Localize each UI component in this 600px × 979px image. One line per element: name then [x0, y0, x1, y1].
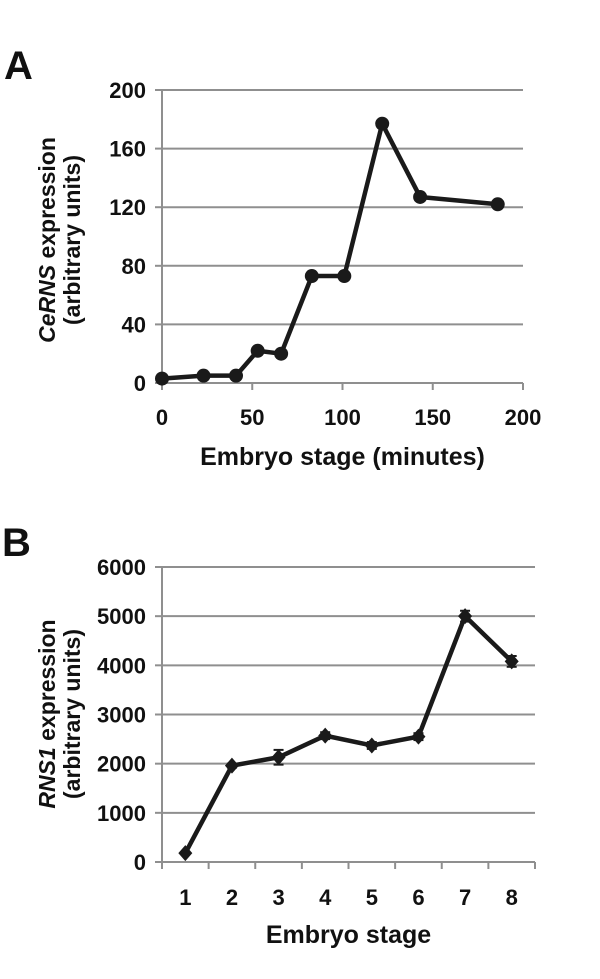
data-point-circle: [337, 269, 352, 284]
data-point-circle: [196, 368, 211, 383]
panel-a-label: A: [4, 44, 33, 88]
data-point-circle: [229, 368, 244, 383]
y-tick-label: 4000: [97, 653, 146, 678]
y-tick-label: 3000: [97, 703, 146, 728]
y-tick-label: 6000: [97, 555, 146, 580]
data-point-circle: [375, 116, 390, 131]
x-tick-label: 2: [226, 885, 238, 910]
x-tick-label: 100: [324, 405, 361, 430]
x-tick-label: 4: [319, 885, 332, 910]
data-point-diamond: [411, 728, 426, 745]
x-tick-label: 150: [414, 405, 451, 430]
x-tick-label: 200: [505, 405, 542, 430]
y-tick-label: 0: [134, 371, 146, 396]
data-point-diamond: [504, 653, 519, 670]
data-line: [183, 612, 514, 855]
y-tick-label: 120: [109, 195, 146, 220]
x-tick-label: 8: [506, 885, 518, 910]
data-point-circle: [155, 371, 169, 386]
x-tick-label: 5: [366, 885, 378, 910]
data-point-circle: [304, 269, 319, 284]
data-point-circle: [413, 189, 428, 204]
data-point-diamond: [271, 749, 286, 766]
data-point-circle: [274, 346, 289, 361]
data-point-diamond: [458, 608, 473, 625]
y-tick-label: 5000: [97, 604, 146, 629]
data-point-circle: [250, 343, 265, 358]
data-point-diamond: [318, 727, 333, 744]
data-point-circle: [490, 197, 505, 212]
y-tick-label: 1000: [97, 801, 146, 826]
panel-a-plot: 0 40 80 120 160 200 0 50 100 150 200: [109, 78, 542, 430]
x-tick-label: 6: [412, 885, 424, 910]
panel-a-x-axis-title: Embryo stage (minutes): [200, 443, 485, 471]
y-tick-label: 0: [134, 850, 146, 875]
x-tick-label: 50: [240, 405, 264, 430]
x-tick-label: 0: [156, 405, 168, 430]
data-line: [161, 117, 498, 381]
panel-b-label: B: [2, 521, 31, 565]
data-point-diamond: [178, 845, 193, 862]
data-point-diamond: [224, 757, 239, 774]
panel-b-x-axis-title: Embryo stage: [265, 921, 432, 949]
x-tick-label: 1: [179, 885, 191, 910]
panel-b-plot: 0 1000 2000 3000 4000 5000 6000 1 2 3 4 5 6 7 8: [97, 555, 536, 910]
y-tick-label: 40: [122, 312, 146, 337]
y-tick-label: 2000: [97, 752, 146, 777]
y-tick-label: 160: [109, 137, 146, 162]
data-point-diamond: [364, 737, 379, 754]
y-tick-label: 80: [122, 254, 146, 279]
y-tick-label: 200: [109, 78, 146, 103]
x-tick-label: 3: [272, 885, 284, 910]
x-tick-label: 7: [459, 885, 471, 910]
